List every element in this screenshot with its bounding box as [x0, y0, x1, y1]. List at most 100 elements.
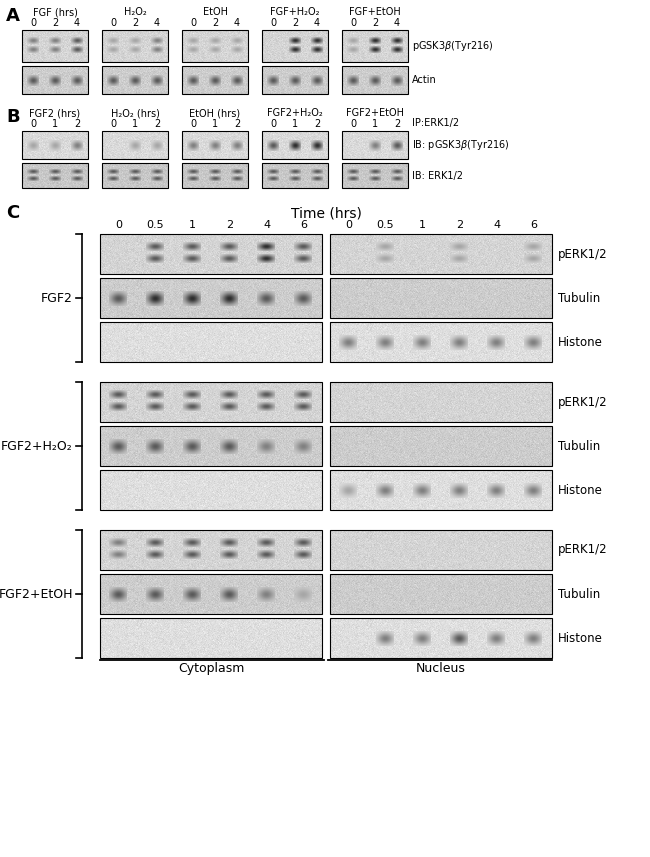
Bar: [100, 382, 322, 422]
Text: 4: 4: [394, 18, 400, 28]
Bar: [182, 30, 248, 62]
Text: Nucleus: Nucleus: [416, 662, 466, 675]
Bar: [330, 234, 552, 274]
Bar: [100, 618, 322, 658]
Text: EtOH: EtOH: [203, 7, 228, 17]
Text: FGF (hrs): FGF (hrs): [32, 7, 77, 17]
Text: 2: 2: [394, 119, 400, 129]
Bar: [100, 470, 322, 510]
Bar: [262, 66, 328, 94]
Text: Time (hrs): Time (hrs): [291, 206, 361, 220]
Text: Histone: Histone: [558, 632, 603, 644]
Text: Tubulin: Tubulin: [558, 588, 600, 601]
Text: 0: 0: [190, 18, 196, 28]
Text: Actin: Actin: [412, 75, 437, 85]
Bar: [330, 322, 552, 362]
Bar: [100, 530, 322, 570]
Text: Cytoplasm: Cytoplasm: [178, 662, 244, 675]
Text: FGF+EtOH: FGF+EtOH: [349, 7, 401, 17]
Text: 4: 4: [493, 220, 500, 230]
Text: 1: 1: [292, 119, 298, 129]
Text: H₂O₂: H₂O₂: [124, 7, 146, 17]
Text: 2: 2: [212, 18, 218, 28]
Text: 4: 4: [74, 18, 80, 28]
Bar: [330, 382, 552, 422]
Text: A: A: [6, 7, 20, 25]
Text: 0: 0: [190, 119, 196, 129]
Text: 0.5: 0.5: [377, 220, 395, 230]
Bar: [100, 574, 322, 614]
Text: 0: 0: [350, 18, 356, 28]
Text: IP:ERK1/2: IP:ERK1/2: [412, 118, 459, 128]
Bar: [330, 426, 552, 466]
Bar: [22, 30, 88, 62]
Bar: [22, 131, 88, 159]
Text: 0: 0: [345, 220, 352, 230]
Text: H₂O₂ (hrs): H₂O₂ (hrs): [111, 108, 159, 118]
Bar: [262, 30, 328, 62]
Text: FGF2+H₂O₂: FGF2+H₂O₂: [267, 108, 323, 118]
Text: Tubulin: Tubulin: [558, 291, 600, 304]
Text: FGF2: FGF2: [41, 291, 73, 304]
Text: C: C: [6, 204, 20, 222]
Bar: [22, 66, 88, 94]
Text: 2: 2: [372, 18, 378, 28]
Text: 0: 0: [30, 119, 36, 129]
Text: 0: 0: [30, 18, 36, 28]
Text: 0: 0: [110, 18, 116, 28]
Bar: [100, 426, 322, 466]
Text: 0: 0: [350, 119, 356, 129]
Bar: [330, 574, 552, 614]
Text: EtOH (hrs): EtOH (hrs): [189, 108, 240, 118]
Text: IB: ERK1/2: IB: ERK1/2: [412, 171, 463, 181]
Bar: [330, 470, 552, 510]
Bar: [330, 530, 552, 570]
Bar: [342, 30, 408, 62]
Text: 2: 2: [456, 220, 463, 230]
Bar: [182, 66, 248, 94]
Bar: [102, 131, 168, 159]
Text: pERK1/2: pERK1/2: [558, 248, 608, 261]
Bar: [22, 163, 88, 188]
Text: 0.5: 0.5: [147, 220, 164, 230]
Text: 1: 1: [52, 119, 58, 129]
Text: Histone: Histone: [558, 483, 603, 496]
Bar: [342, 66, 408, 94]
Text: 1: 1: [419, 220, 426, 230]
Bar: [102, 30, 168, 62]
Text: Histone: Histone: [558, 335, 603, 349]
Text: 0: 0: [110, 119, 116, 129]
Bar: [330, 618, 552, 658]
Bar: [262, 163, 328, 188]
Bar: [342, 131, 408, 159]
Text: 0: 0: [270, 18, 276, 28]
Bar: [102, 163, 168, 188]
Text: FGF2 (hrs): FGF2 (hrs): [29, 108, 81, 118]
Bar: [100, 322, 322, 362]
Bar: [342, 163, 408, 188]
Text: pERK1/2: pERK1/2: [558, 543, 608, 556]
Text: Tubulin: Tubulin: [558, 440, 600, 452]
Text: 2: 2: [154, 119, 160, 129]
Text: pGSK3$\beta$(Tyr216): pGSK3$\beta$(Tyr216): [412, 39, 494, 53]
Bar: [102, 66, 168, 94]
Text: FGF2+EtOH: FGF2+EtOH: [0, 588, 73, 601]
Text: 2: 2: [314, 119, 320, 129]
Text: 2: 2: [292, 18, 298, 28]
Text: B: B: [6, 108, 20, 126]
Text: FGF+H₂O₂: FGF+H₂O₂: [270, 7, 320, 17]
Bar: [182, 131, 248, 159]
Text: 6: 6: [300, 220, 307, 230]
Text: 4: 4: [314, 18, 320, 28]
Text: 1: 1: [372, 119, 378, 129]
Bar: [262, 131, 328, 159]
Text: 4: 4: [263, 220, 270, 230]
Text: 2: 2: [234, 119, 240, 129]
Text: 2: 2: [74, 119, 80, 129]
Text: 1: 1: [212, 119, 218, 129]
Text: 1: 1: [189, 220, 196, 230]
Text: 2: 2: [132, 18, 138, 28]
Text: 0: 0: [115, 220, 122, 230]
Bar: [100, 278, 322, 318]
Text: 0: 0: [270, 119, 276, 129]
